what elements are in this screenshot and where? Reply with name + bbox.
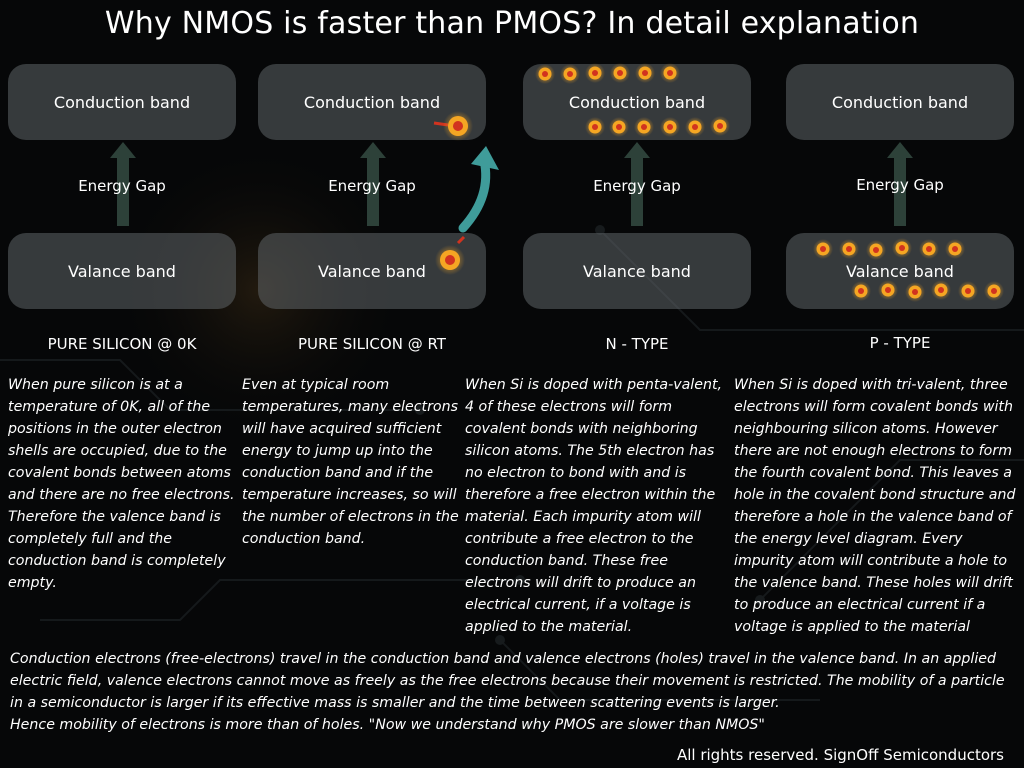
conduction-band-pure-rt: Conduction band bbox=[258, 64, 486, 140]
valence-band-pure-rt: Valance band bbox=[258, 233, 486, 309]
description-pure-rt: Even at typical room temperatures, many … bbox=[242, 377, 459, 547]
energy-gap-label-pure-0k: Energy Gap bbox=[78, 177, 166, 195]
conduction-band-p-type: Conduction band bbox=[786, 64, 1014, 140]
gap-arrow-icon bbox=[887, 142, 913, 232]
conduction-band-pure-0k: Conduction band bbox=[8, 64, 236, 140]
gap-arrow-icon bbox=[624, 142, 650, 232]
column-title-pure-rt: PURE SILICON @ RT bbox=[298, 335, 446, 353]
valence-band-n-type: Valance band bbox=[523, 233, 751, 309]
energy-gap-label-pure-rt: Energy Gap bbox=[328, 177, 416, 195]
description-p-type: When Si is doped with tri-valent, three … bbox=[734, 377, 1016, 635]
column-title-pure-0k: PURE SILICON @ 0K bbox=[47, 335, 197, 353]
gap-arrow-icon bbox=[110, 142, 136, 232]
valence-band-p-type: Valance band bbox=[786, 233, 1014, 309]
conduction-band-n-type: Conduction band bbox=[523, 64, 751, 140]
column-title-n-type: N - TYPE bbox=[605, 335, 669, 353]
energy-gap-label-n-type: Energy Gap bbox=[593, 177, 681, 195]
description-n-type: When Si is doped with penta-valent, 4 of… bbox=[465, 377, 723, 635]
valence-band-pure-0k: Valance band bbox=[8, 233, 236, 309]
description-pure-0k: When pure silicon is at a temperature of… bbox=[8, 377, 235, 591]
gap-arrow-icon bbox=[360, 142, 386, 232]
energy-gap-label-p-type: Energy Gap bbox=[856, 176, 944, 194]
column-title-p-type: P - TYPE bbox=[869, 334, 931, 352]
page-title: Why NMOS is faster than PMOS? In detail … bbox=[104, 6, 920, 41]
summary-text: Conduction electrons (free-electrons) tr… bbox=[10, 651, 1005, 733]
footer-credit: All rights reserved. SignOff Semiconduct… bbox=[676, 746, 1004, 764]
